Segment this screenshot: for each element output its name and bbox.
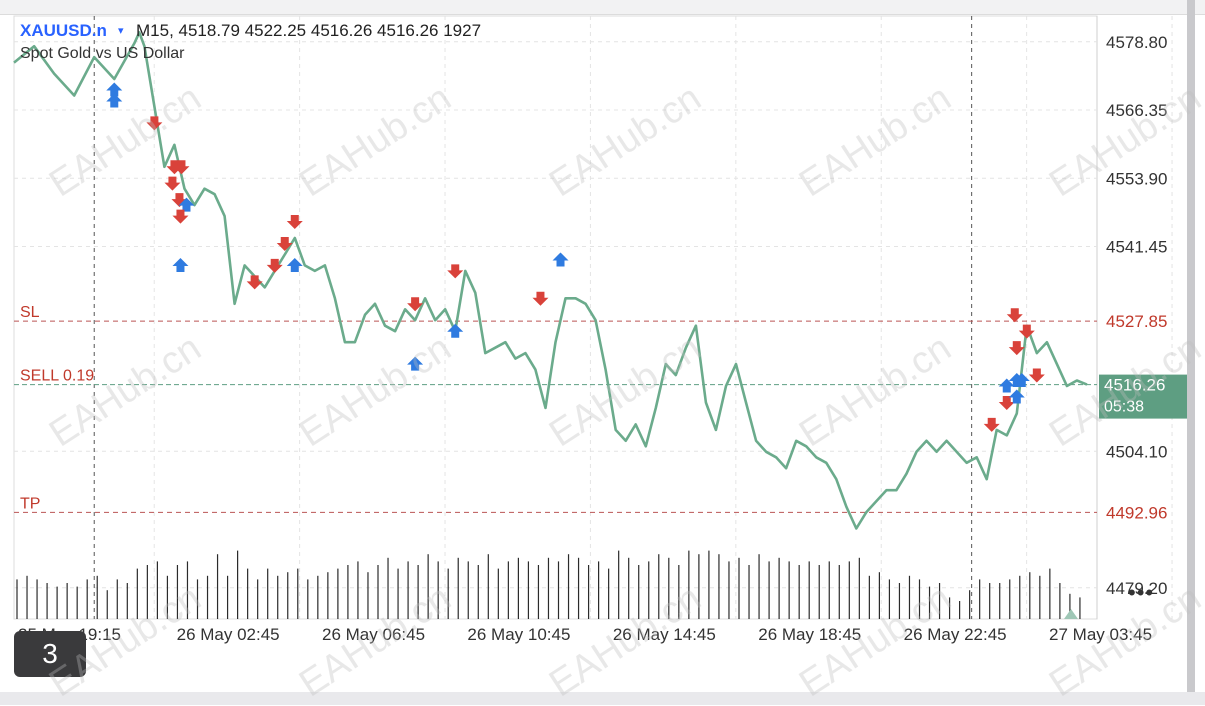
window-top-edge [0, 0, 1205, 15]
sell-arrow-icon [246, 275, 263, 290]
x-tick-label: 26 May 14:45 [613, 625, 716, 644]
x-tick-label: 26 May 10:45 [467, 625, 570, 644]
sell-arrow-icon [1018, 324, 1035, 339]
buy-arrow-icon [106, 93, 123, 108]
buy-arrow-icon [178, 197, 195, 212]
y-tick-label: 4541.45 [1106, 238, 1167, 257]
x-tick-label: 26 May 18:45 [758, 625, 861, 644]
sell-arrow-icon [532, 291, 549, 306]
y-tick-label: 4553.90 [1106, 169, 1167, 188]
sell-arrow-icon [1006, 308, 1023, 323]
x-tick-label: 26 May 02:45 [177, 625, 280, 644]
level-label: TP [20, 495, 40, 512]
level-label: SELL 0.19 [20, 368, 94, 385]
sell-arrow-icon [447, 264, 464, 279]
bar-countdown: 05:38 [1104, 399, 1144, 416]
y-tick-label: 4479.20 [1106, 579, 1167, 598]
buy-arrow-icon [998, 378, 1015, 393]
scroll-to-end-icon [1064, 609, 1078, 619]
plot-area-border [13, 15, 1098, 620]
sell-arrow-icon [1008, 341, 1025, 356]
buy-arrow-icon [407, 356, 424, 371]
buy-arrow-icon [1008, 389, 1025, 404]
symbol-description: Spot Gold vs US Dollar [20, 45, 185, 62]
sell-arrow-icon [276, 236, 293, 251]
vertical-scrollbar[interactable] [1187, 0, 1195, 705]
y-tick-label: 4566.35 [1106, 101, 1167, 120]
sell-arrow-icon [172, 209, 189, 224]
sell-arrow-icon [407, 297, 424, 312]
symbol-dropdown-icon[interactable]: ▾ [118, 25, 124, 37]
current-price-value: 4516.26 [1104, 376, 1165, 395]
ohlc-readout: M15, 4518.79 4522.25 4516.26 4516.26 192… [136, 21, 482, 40]
more-menu-icon[interactable]: ••• [1128, 580, 1155, 605]
page-number-badge: 3 [14, 631, 86, 677]
sell-arrow-icon [173, 160, 190, 175]
sell-arrow-icon [164, 176, 181, 191]
buy-arrow-icon [286, 257, 303, 272]
sell-arrow-icon [1028, 368, 1045, 383]
level-price-label: 4527.85 [1106, 312, 1167, 331]
y-tick-label: 4504.10 [1106, 442, 1167, 461]
current-price-tag [1099, 374, 1187, 419]
buy-arrow-icon [447, 323, 464, 338]
buy-arrow-icon [1013, 373, 1030, 388]
level-label: SL [20, 304, 40, 321]
level-price-label: 4492.96 [1106, 503, 1167, 522]
y-tick-label: 4578.80 [1106, 33, 1167, 52]
x-tick-label: 27 May 03:45 [1049, 625, 1152, 644]
buy-arrow-icon [172, 257, 189, 272]
sell-arrow-icon [266, 258, 283, 273]
buy-arrow-icon [106, 82, 123, 97]
symbol-label[interactable]: XAUUSD.n [20, 21, 107, 40]
sell-arrow-icon [286, 215, 303, 230]
x-tick-label: 26 May 06:45 [322, 625, 425, 644]
bottom-edge [0, 692, 1205, 705]
sell-arrow-icon [998, 395, 1015, 410]
x-tick-label: 26 May 22:45 [904, 625, 1007, 644]
sell-arrow-icon [983, 417, 1000, 432]
price-line [13, 31, 1088, 530]
sell-arrow-icon [171, 193, 188, 208]
buy-arrow-icon [552, 252, 569, 267]
sell-arrow-icon [146, 116, 163, 131]
